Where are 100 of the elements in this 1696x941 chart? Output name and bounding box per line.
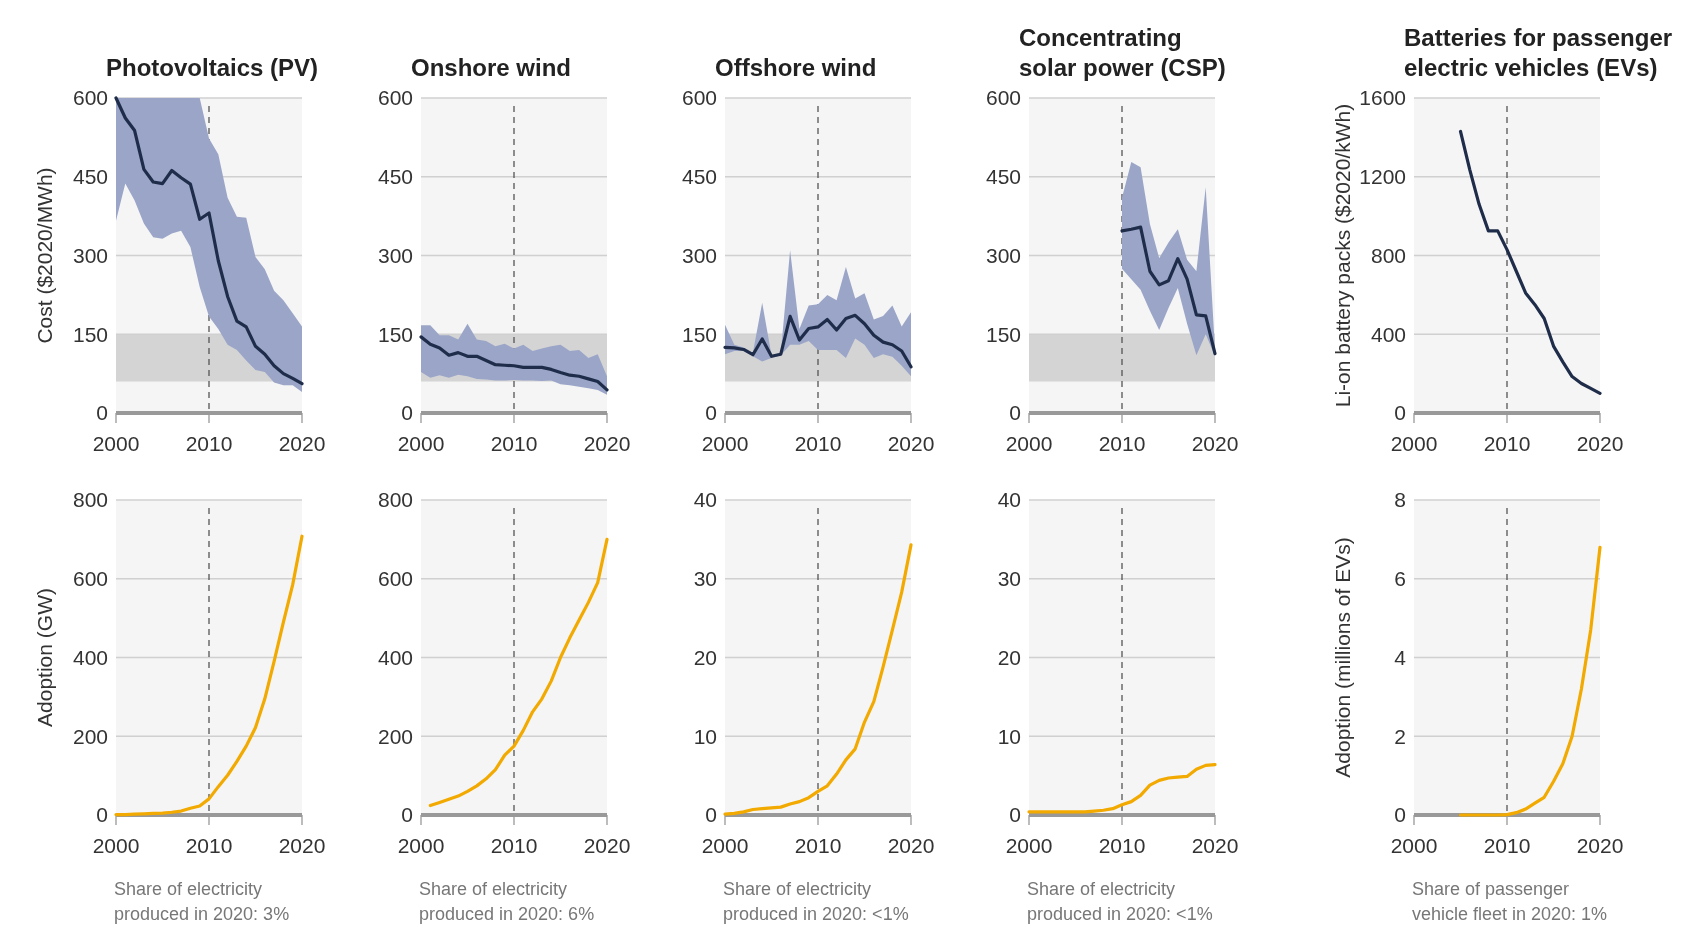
y-tick-label: 600 <box>72 567 108 591</box>
y-tick-label: 450 <box>681 165 717 189</box>
y-tick-label: 10 <box>693 724 717 748</box>
y-axis-title: Cost ($2020/MWh) <box>33 167 56 344</box>
x-tick-label: 2020 <box>1576 834 1624 857</box>
text: Share of electricity produced in 2020: <1% <box>723 879 909 924</box>
y-tick-label: 1600 <box>1359 86 1406 110</box>
x-tick-label: 2000 <box>397 432 445 455</box>
y-tick-label: 40 <box>997 488 1021 512</box>
y-tick-label: 450 <box>985 165 1021 189</box>
x-tick-label: 2010 <box>1483 834 1531 857</box>
y-tick-label: 0 <box>1009 803 1021 827</box>
y-tick-label: 0 <box>96 803 108 827</box>
chart-title: Offshore wind <box>715 54 877 81</box>
y-tick-label: 600 <box>985 86 1021 110</box>
x-tick-label: 2000 <box>1005 432 1053 455</box>
x-tick-label: 2020 <box>1576 432 1624 455</box>
y-tick-label: 300 <box>72 243 108 267</box>
x-tick-label: 2020 <box>278 432 326 455</box>
x-tick-label: 2000 <box>701 432 749 455</box>
y-tick-label: 600 <box>681 86 717 110</box>
x-tick-label: 2000 <box>397 834 445 857</box>
x-tick-label: 2000 <box>701 834 749 857</box>
y-tick-label: 800 <box>1370 243 1406 267</box>
x-tick-label: 2010 <box>794 834 842 857</box>
y-tick-label: 300 <box>985 243 1021 267</box>
y-tick-label: 1200 <box>1359 165 1406 189</box>
x-tick-label: 2000 <box>92 834 140 857</box>
x-tick-label: 2000 <box>92 432 140 455</box>
x-tick-label: 2010 <box>490 432 538 455</box>
y-tick-label: 800 <box>72 488 108 512</box>
x-tick-label: 2020 <box>1191 432 1239 455</box>
line-series <box>419 335 609 392</box>
text: Share of electricity produced in 2020: <1% <box>1027 879 1213 924</box>
y-tick-label: 20 <box>693 645 717 669</box>
line-series <box>114 534 304 817</box>
x-tick-label: 2010 <box>1483 432 1531 455</box>
x-tick-label: 2020 <box>887 834 935 857</box>
x-tick-label: 2020 <box>583 834 631 857</box>
y-tick-label: 600 <box>377 86 413 110</box>
y-tick-label: 30 <box>693 567 717 591</box>
line-series <box>428 537 609 808</box>
chart-title: Onshore wind <box>411 54 572 81</box>
y-tick-label: 2 <box>1394 724 1406 748</box>
y-tick-label: 0 <box>401 803 413 827</box>
x-tick-label: 2010 <box>794 432 842 455</box>
x-tick-label: 2020 <box>887 432 935 455</box>
y-tick-label: 300 <box>377 243 413 267</box>
x-tick-label: 2020 <box>583 432 631 455</box>
text: Share of passenger vehicle fleet in 2020: 1% <box>1412 879 1608 924</box>
y-tick-label: 800 <box>377 488 413 512</box>
y-tick-label: 150 <box>377 322 413 346</box>
y-tick-label: 0 <box>1009 401 1021 425</box>
y-tick-label: 0 <box>705 803 717 827</box>
text: Share of electricity produced in 2020: 6% <box>419 879 595 924</box>
x-tick-label: 2000 <box>1005 834 1053 857</box>
y-axis-title: Adoption (GW) <box>33 588 56 727</box>
y-tick-label: 0 <box>96 401 108 425</box>
x-tick-label: 2000 <box>1390 834 1438 857</box>
y-tick-label: 450 <box>377 165 413 189</box>
y-tick-label: 600 <box>72 86 108 110</box>
line-series <box>1027 763 1217 814</box>
line-series <box>1458 129 1602 395</box>
x-tick-label: 2010 <box>1098 834 1146 857</box>
chart-title: Concentrating solar power (CSP) <box>1019 24 1226 81</box>
text: Share of electricity produced in 2020: 3% <box>114 879 290 924</box>
y-tick-label: 400 <box>377 645 413 669</box>
y-tick-label: 450 <box>72 165 108 189</box>
y-axis-title: Adoption (millions of EVs) <box>1331 537 1354 778</box>
x-tick-label: 2010 <box>185 432 233 455</box>
y-tick-label: 200 <box>72 724 108 748</box>
y-tick-label: 300 <box>681 243 717 267</box>
y-tick-label: 150 <box>985 322 1021 346</box>
y-tick-label: 150 <box>681 322 717 346</box>
chart-title: Photovoltaics (PV) <box>106 54 319 81</box>
y-tick-label: 0 <box>705 401 717 425</box>
y-tick-label: 0 <box>401 401 413 425</box>
y-tick-label: 40 <box>693 488 717 512</box>
y-tick-label: 20 <box>997 645 1021 669</box>
y-tick-label: 4 <box>1394 645 1407 669</box>
x-tick-label: 2010 <box>1098 432 1146 455</box>
y-tick-label: 6 <box>1394 567 1406 591</box>
y-tick-label: 150 <box>72 322 108 346</box>
x-tick-label: 2000 <box>1390 432 1438 455</box>
x-tick-label: 2010 <box>185 834 233 857</box>
chart-title: Batteries for passenger electric vehicles (EVs) <box>1404 24 1673 81</box>
x-tick-label: 2010 <box>490 834 538 857</box>
y-tick-label: 8 <box>1394 488 1406 512</box>
y-tick-label: 30 <box>997 567 1021 591</box>
x-tick-label: 2020 <box>1191 834 1239 857</box>
line-series <box>723 543 913 816</box>
line-series <box>1458 545 1602 817</box>
y-tick-label: 600 <box>377 567 413 591</box>
line-series <box>1120 225 1217 356</box>
y-tick-label: 10 <box>997 724 1021 748</box>
y-axis-title: Li-on battery packs ($2020/kWh) <box>1331 103 1354 408</box>
x-tick-label: 2020 <box>278 834 326 857</box>
y-tick-label: 400 <box>72 645 108 669</box>
y-tick-label: 200 <box>377 724 413 748</box>
line-series <box>723 313 913 369</box>
